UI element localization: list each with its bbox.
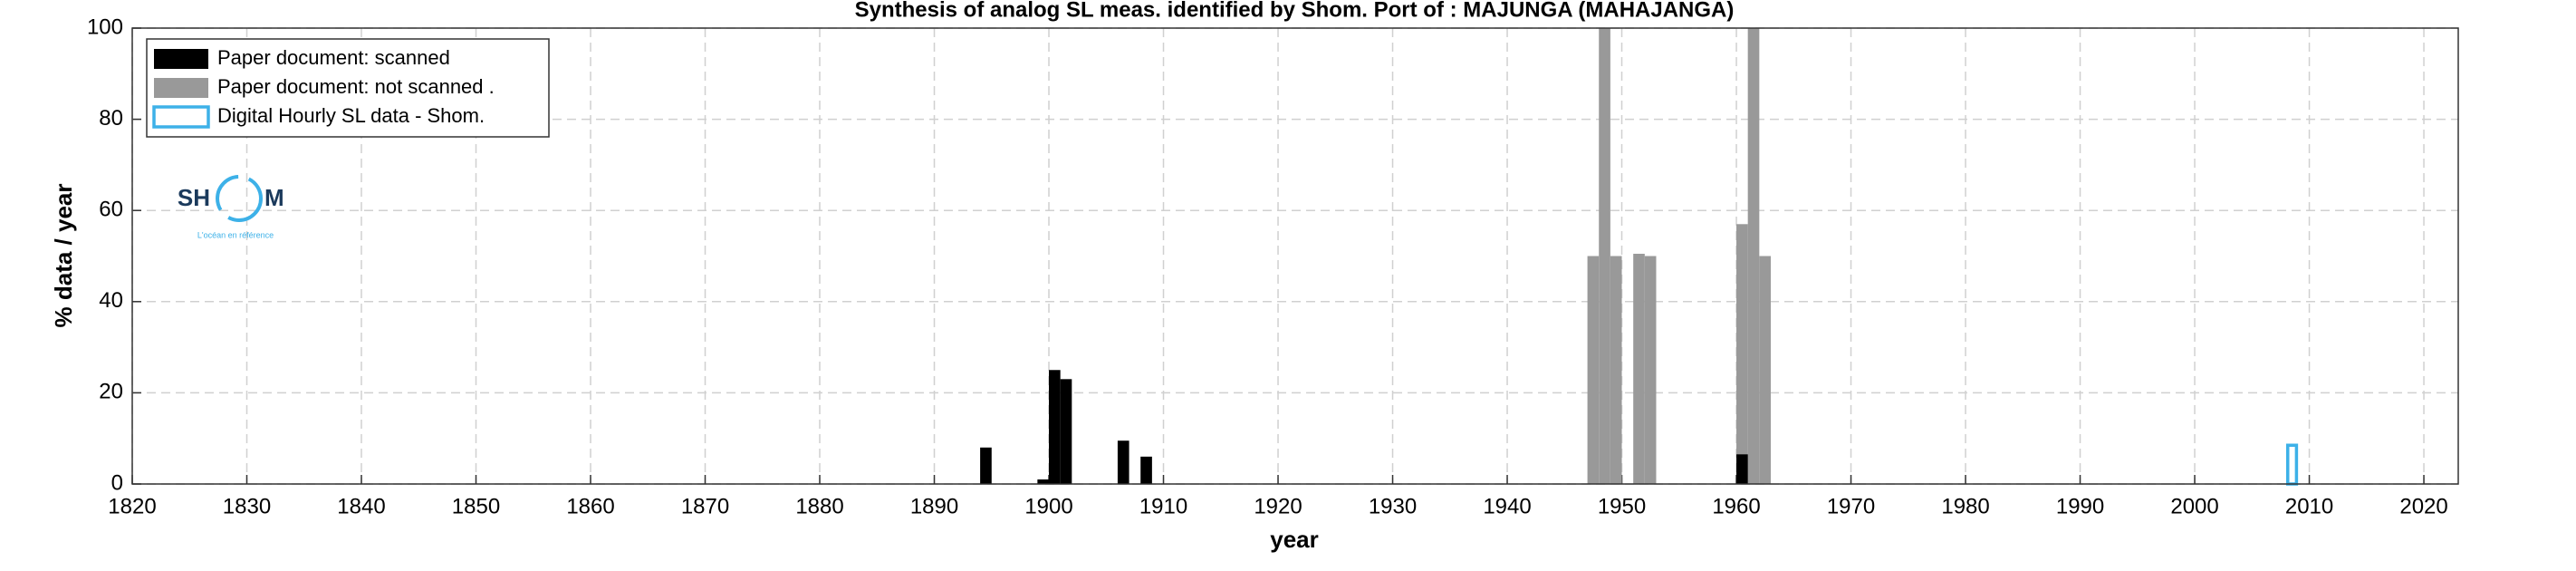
logo-tagline: L'océan en référence	[197, 230, 274, 239]
logo-ring	[216, 175, 263, 222]
x-tick-label: 2020	[2399, 494, 2447, 518]
x-tick-label: 1970	[1827, 494, 1875, 518]
y-tick-label: 0	[111, 470, 123, 495]
bar	[1037, 479, 1050, 484]
chart-title: Synthesis of analog SL meas. identified …	[855, 0, 1735, 22]
bar	[1587, 256, 1600, 484]
bar	[1140, 456, 1152, 484]
legend-swatch	[152, 105, 210, 129]
y-tick-label: 80	[99, 106, 123, 131]
logo: SH M L'océan en référence	[178, 175, 284, 239]
logo-text: SH	[178, 184, 210, 211]
legend: Paper document: scanned Paper document: n…	[146, 38, 550, 138]
legend-label: Paper document: not scanned .	[217, 75, 495, 98]
x-tick-label: 1840	[337, 494, 385, 518]
legend-label: Digital Hourly SL data - Shom.	[217, 104, 485, 127]
bar	[1610, 256, 1622, 484]
x-tick-label: 1900	[1024, 494, 1072, 518]
x-tick-label: 1860	[566, 494, 614, 518]
bar	[1759, 256, 1771, 484]
x-axis-label: year	[1270, 526, 1319, 553]
x-tick-label: 1870	[681, 494, 729, 518]
legend-swatch	[154, 49, 208, 69]
x-tick-label: 2010	[2285, 494, 2333, 518]
x-tick-label: 1990	[2056, 494, 2104, 518]
bar	[980, 447, 992, 484]
bar	[1644, 256, 1657, 484]
legend-swatch	[154, 78, 208, 98]
axes-frame	[131, 27, 2459, 485]
x-tick-label: 1830	[223, 494, 271, 518]
logo-text: M	[264, 184, 284, 211]
x-tick-label: 1910	[1139, 494, 1187, 518]
bar	[1747, 28, 1760, 484]
legend-label: Paper document: scanned	[217, 46, 450, 69]
x-tick-label: 1940	[1483, 494, 1531, 518]
x-tick-label: 1850	[452, 494, 500, 518]
x-tick-label: 1920	[1254, 494, 1302, 518]
y-tick-label: 100	[87, 15, 123, 39]
bar	[1049, 370, 1061, 484]
bar	[1736, 224, 1748, 485]
bar	[1633, 253, 1645, 484]
y-tick-label: 20	[99, 380, 123, 404]
y-tick-label: 40	[99, 288, 123, 313]
bar	[1060, 379, 1072, 484]
bar	[1599, 28, 1610, 484]
bar	[1117, 440, 1129, 484]
x-tick-label: 1820	[108, 494, 156, 518]
y-axis-label: % data / year	[50, 184, 77, 328]
x-tick-label: 1880	[795, 494, 843, 518]
x-tick-label: 1960	[1712, 494, 1760, 518]
x-tick-label: 2000	[2170, 494, 2218, 518]
y-tick-label: 60	[99, 198, 123, 222]
bar	[1736, 454, 1748, 484]
x-tick-label: 1930	[1369, 494, 1417, 518]
x-tick-label: 1950	[1598, 494, 1646, 518]
x-tick-label: 1890	[910, 494, 958, 518]
legend-box	[146, 38, 550, 138]
x-tick-label: 1980	[1941, 494, 1989, 518]
